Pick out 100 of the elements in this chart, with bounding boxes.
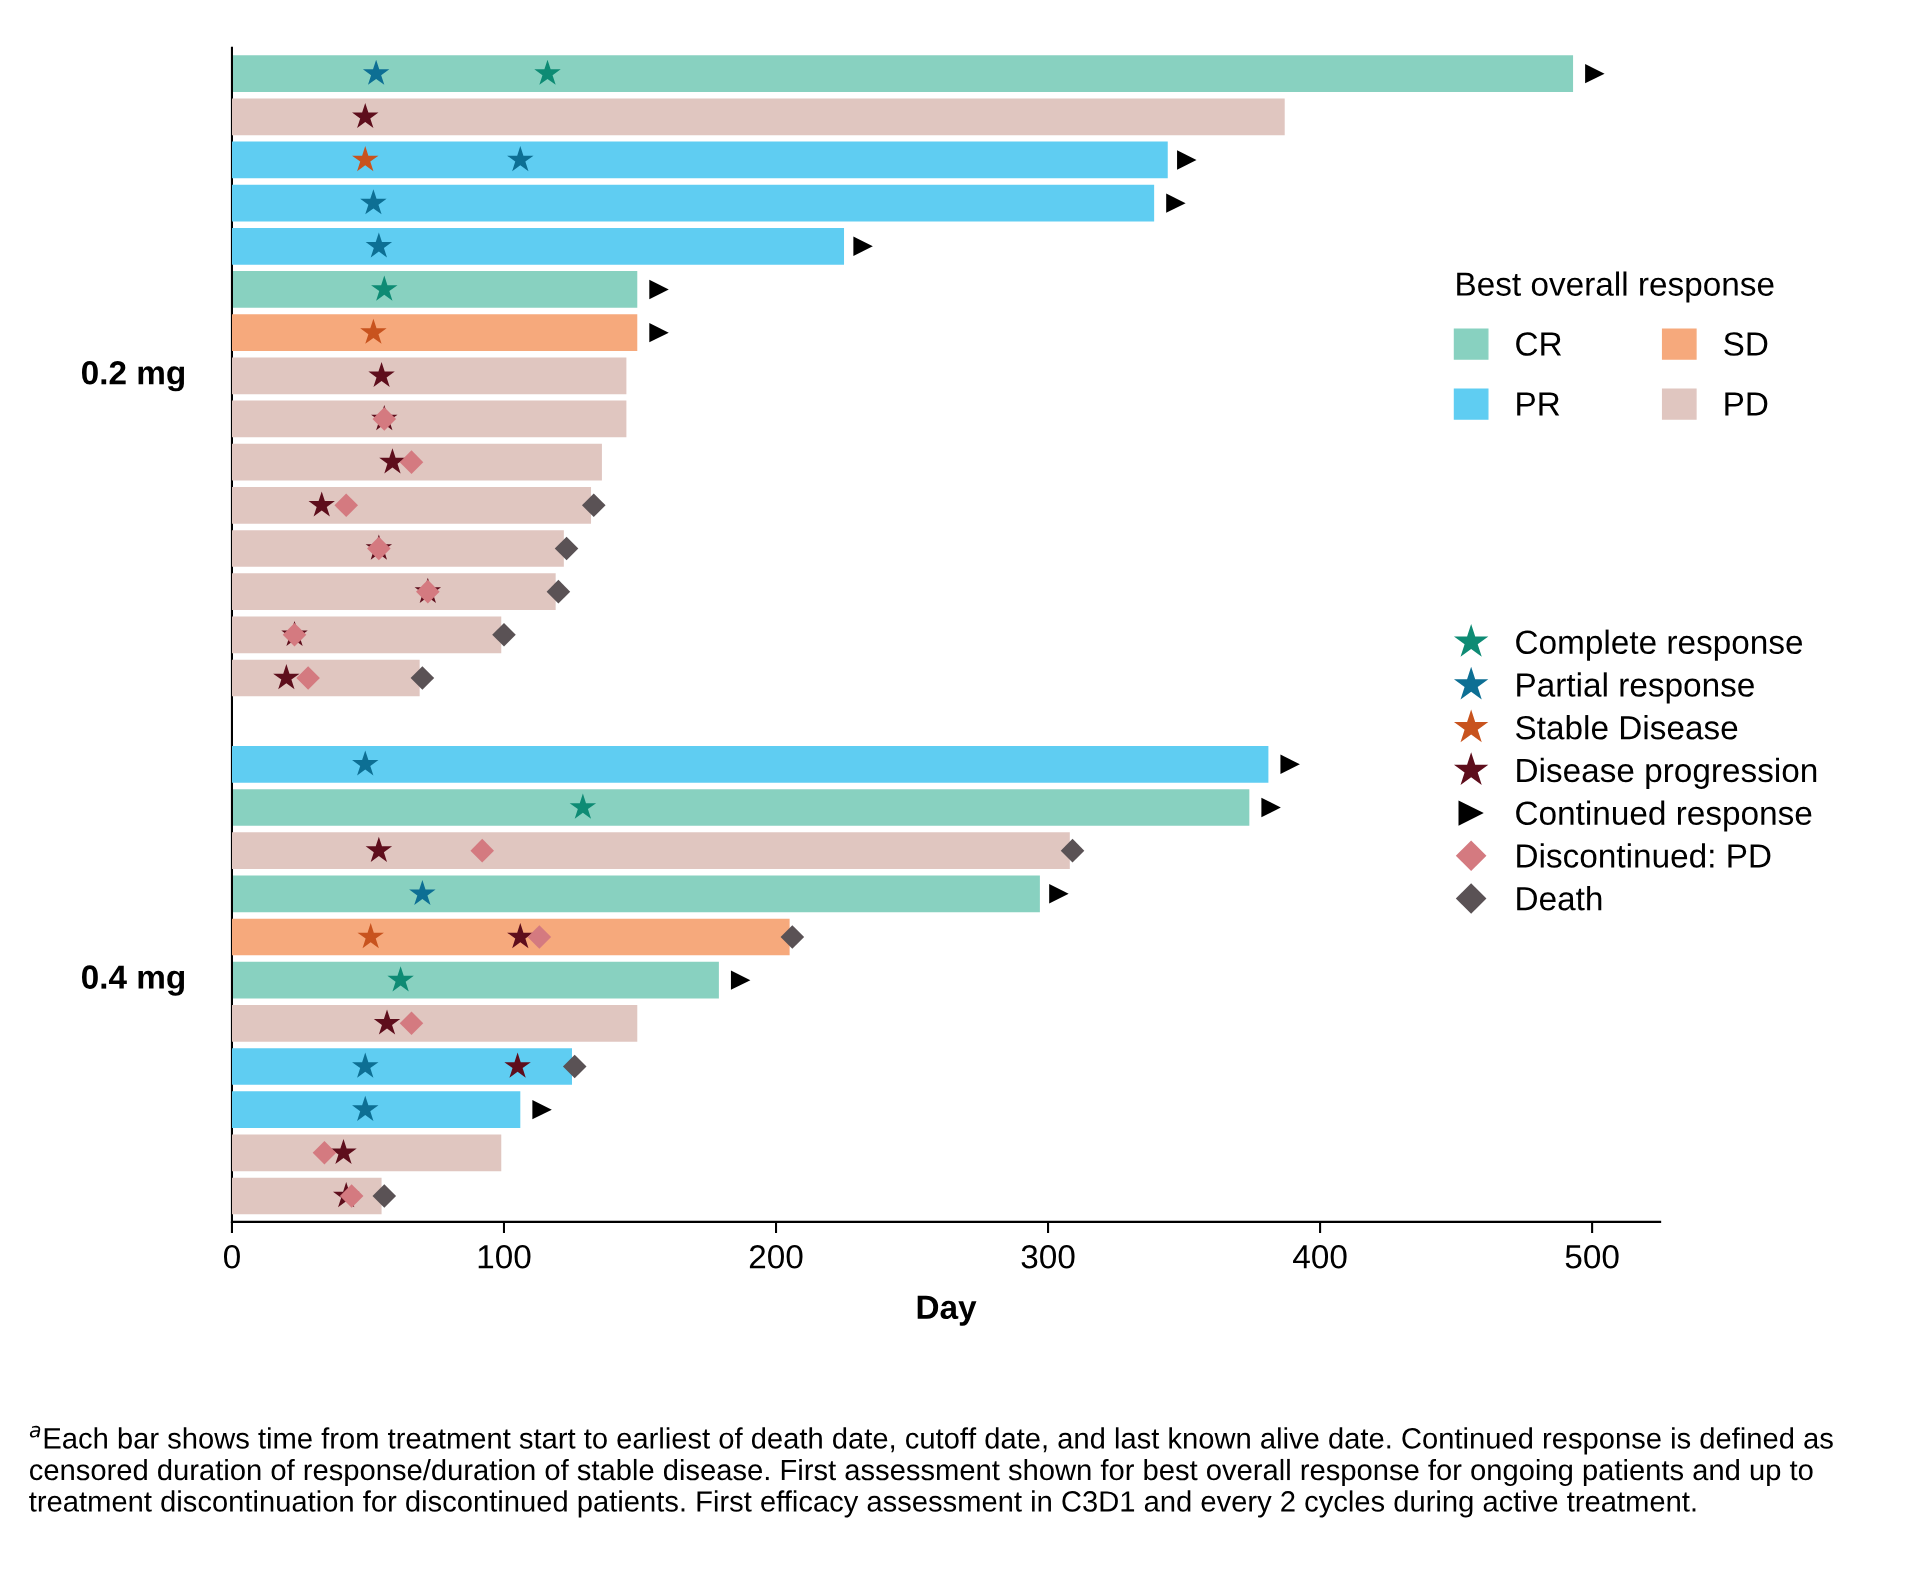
point xyxy=(352,1052,379,1078)
legend-label: PR xyxy=(1517,392,1560,416)
point xyxy=(357,923,384,949)
bar xyxy=(231,271,638,308)
bar xyxy=(231,789,1250,826)
point xyxy=(387,966,414,992)
point xyxy=(554,536,579,561)
bar xyxy=(231,184,1155,222)
point xyxy=(330,1138,357,1165)
point xyxy=(1049,884,1069,904)
point xyxy=(1280,754,1300,775)
bar xyxy=(231,55,1574,92)
point xyxy=(470,838,495,863)
point xyxy=(352,146,379,172)
point xyxy=(372,1184,397,1208)
text: 0.4 mg xyxy=(81,965,185,996)
point xyxy=(368,361,395,388)
point xyxy=(379,448,406,474)
point xyxy=(360,189,387,215)
x-tick-label: 300 xyxy=(1021,1244,1075,1269)
text: 0.2 mg xyxy=(81,361,185,392)
x-tick-label: 0 xyxy=(223,1244,240,1269)
point xyxy=(399,1011,424,1036)
point xyxy=(1177,150,1197,170)
point xyxy=(1060,838,1085,863)
bar xyxy=(231,1004,638,1042)
bar xyxy=(231,98,1285,136)
point xyxy=(492,623,516,647)
point xyxy=(352,1095,379,1121)
point xyxy=(399,450,424,474)
point xyxy=(1585,63,1605,84)
bar xyxy=(231,832,1070,869)
legend-label: PD xyxy=(1725,392,1768,416)
point xyxy=(360,318,387,344)
point xyxy=(853,236,873,257)
point xyxy=(371,275,398,301)
legend-label: CR xyxy=(1516,332,1562,356)
point xyxy=(334,493,358,518)
point xyxy=(365,836,393,862)
legend-label: Death xyxy=(1517,886,1602,911)
point xyxy=(649,279,669,300)
bar xyxy=(231,443,602,481)
point xyxy=(730,970,751,990)
legend-label: Continued response xyxy=(1516,800,1812,832)
bar xyxy=(231,141,1168,179)
bar xyxy=(231,486,592,524)
x-tick-label: 100 xyxy=(478,1244,531,1269)
legend-label: Partial response xyxy=(1517,672,1754,704)
bar xyxy=(231,745,1269,783)
point xyxy=(362,59,390,85)
point xyxy=(308,491,335,517)
point xyxy=(649,322,669,343)
x-axis-title: Day xyxy=(917,1295,977,1326)
bar xyxy=(231,875,1040,913)
bar xyxy=(231,1177,382,1215)
text: $^{a}$Each bar shows time from treatment start to earliest of death date, cutoff date, and last known alive date. Continued response is defined as censored duration of response/duration of stable disease. First assessment shown for best overall response for ongoing patients and up to treatment discontinuation for discontinued patients. First efficacy assessment in C3D1 and every 2 cycles during active treatment. xyxy=(29,1425,1833,1518)
point xyxy=(527,925,552,949)
point xyxy=(581,493,606,518)
point xyxy=(532,1099,552,1120)
bar xyxy=(231,1048,572,1085)
bar xyxy=(231,530,564,567)
point xyxy=(504,1052,531,1078)
point xyxy=(273,664,300,690)
legend-label: Complete response xyxy=(1516,629,1803,661)
point xyxy=(507,146,534,172)
bar xyxy=(231,961,719,999)
bar xyxy=(231,1091,521,1128)
point xyxy=(1166,193,1186,213)
bar xyxy=(231,227,845,265)
point xyxy=(339,1184,364,1208)
point xyxy=(409,879,436,906)
x-tick-label: 400 xyxy=(1293,1244,1347,1269)
bar xyxy=(231,918,790,956)
bar xyxy=(231,659,420,697)
bar xyxy=(231,357,627,395)
legend-label: Stable Disease xyxy=(1515,715,1738,740)
point xyxy=(312,1141,337,1165)
point xyxy=(1261,797,1281,818)
legend-label: Discontinued: PD xyxy=(1517,843,1771,868)
legend-label: Disease progression xyxy=(1517,757,1817,789)
point xyxy=(780,925,805,949)
point xyxy=(569,793,597,819)
bar xyxy=(231,314,638,351)
x-tick-label: 500 xyxy=(1565,1244,1619,1269)
bar xyxy=(231,400,627,438)
legend-label: SD xyxy=(1724,332,1768,356)
point xyxy=(546,579,571,604)
point xyxy=(365,232,393,258)
point xyxy=(562,1054,587,1079)
point xyxy=(507,923,534,949)
point xyxy=(352,750,379,776)
bar xyxy=(231,573,556,610)
legend-title: Best overall response xyxy=(1457,271,1774,303)
point xyxy=(410,666,435,690)
bar xyxy=(231,1134,502,1172)
point xyxy=(352,102,379,129)
x-tick-label: 200 xyxy=(749,1244,803,1269)
bar xyxy=(231,616,502,654)
point xyxy=(373,1009,401,1035)
point xyxy=(534,59,561,85)
